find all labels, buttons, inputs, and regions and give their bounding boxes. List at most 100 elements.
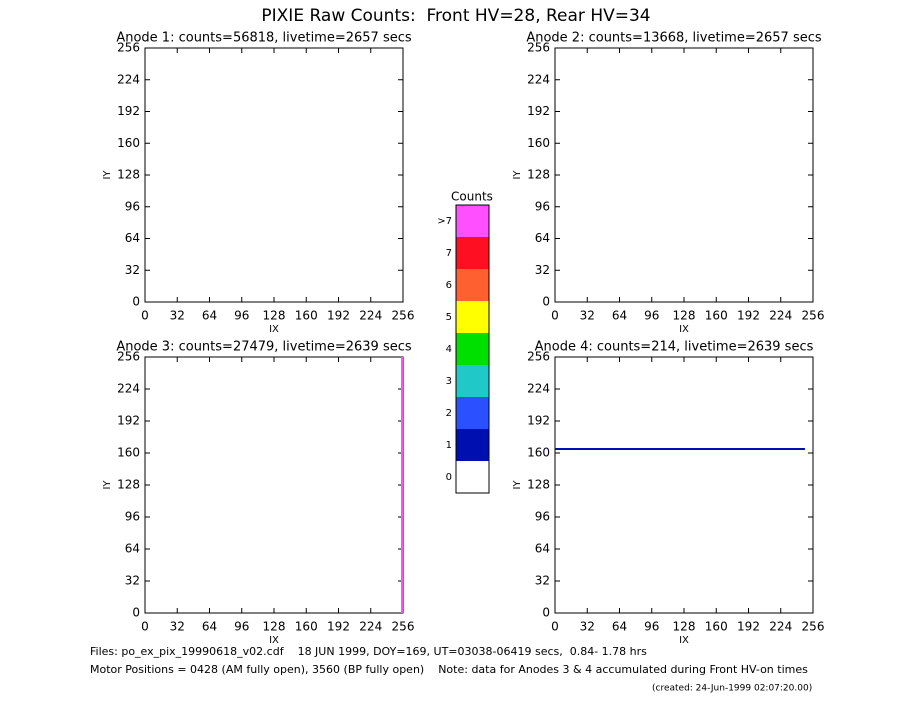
x-axis-label: IX	[679, 324, 689, 335]
x-tick-label: 32	[580, 309, 595, 323]
x-tick-label: 0	[141, 620, 149, 634]
colorbar-label: 2	[446, 408, 452, 419]
plot-frame	[144, 356, 404, 614]
colorbar-swatch	[456, 333, 489, 365]
colorbar-swatch	[456, 397, 489, 429]
panel-title: Anode 3: counts=27479, livetime=2639 sec…	[116, 340, 412, 355]
page-title: PIXIE Raw Counts: Front HV=28, Rear HV=3…	[261, 6, 650, 26]
x-tick-label: 224	[359, 620, 382, 634]
y-tick-label: 128	[117, 478, 140, 492]
y-axis-label: IY	[102, 480, 113, 490]
colorbar-label: >7	[437, 216, 452, 227]
y-tick-label: 96	[535, 199, 550, 213]
plot-frame	[554, 356, 814, 614]
y-tick-label: 160	[117, 136, 140, 150]
footer-motor: Motor Positions = 0428 (AM fully open), …	[90, 663, 808, 676]
y-tick-label: 224	[117, 382, 140, 396]
x-axis-label: IX	[269, 635, 279, 646]
footer-files: Files: po_ex_pix_19990618_v02.cdf 18 JUN…	[90, 645, 647, 658]
x-tick-label: 256	[802, 620, 825, 634]
colorbar-label: 1	[446, 440, 452, 451]
y-tick-label: 64	[535, 231, 550, 245]
plot-frame	[144, 47, 404, 303]
panel-title: Anode 2: counts=13668, livetime=2657 sec…	[526, 31, 822, 46]
y-tick-label: 160	[117, 446, 140, 460]
y-tick-label: 32	[535, 574, 550, 588]
colorbar-label: 0	[446, 472, 452, 483]
colorbar-label: 5	[446, 312, 452, 323]
x-tick-label: 32	[170, 620, 185, 634]
x-tick-label: 0	[551, 620, 559, 634]
colorbar-swatch	[456, 365, 489, 397]
x-tick-label: 64	[202, 620, 217, 634]
x-tick-label: 224	[359, 309, 382, 323]
y-tick-label: 0	[542, 606, 550, 620]
y-tick-label: 64	[125, 231, 140, 245]
colorbar-label: 7	[446, 248, 452, 259]
y-tick-label: 128	[527, 168, 550, 182]
x-tick-label: 128	[263, 309, 286, 323]
x-tick-label: 256	[392, 309, 415, 323]
x-tick-label: 32	[170, 309, 185, 323]
y-tick-label: 256	[117, 41, 140, 55]
x-tick-label: 128	[263, 620, 286, 634]
x-tick-label: 160	[295, 620, 318, 634]
y-tick-label: 0	[132, 606, 140, 620]
y-axis-label: IY	[512, 170, 523, 180]
x-tick-label: 0	[141, 309, 149, 323]
x-tick-label: 256	[392, 620, 415, 634]
y-tick-label: 0	[542, 295, 550, 309]
y-tick-label: 96	[125, 510, 140, 524]
colorbar-swatch	[456, 205, 489, 237]
x-tick-label: 96	[234, 620, 249, 634]
x-tick-label: 64	[612, 309, 627, 323]
x-tick-label: 128	[673, 620, 696, 634]
y-tick-label: 96	[125, 199, 140, 213]
colorbar-swatch	[456, 461, 489, 493]
y-tick-label: 224	[527, 382, 550, 396]
x-tick-label: 64	[612, 620, 627, 634]
x-tick-label: 192	[327, 620, 350, 634]
y-tick-label: 160	[527, 446, 550, 460]
x-tick-label: 160	[705, 309, 728, 323]
colorbar-swatch	[456, 429, 489, 461]
y-tick-label: 96	[535, 510, 550, 524]
colorbar-swatch	[456, 301, 489, 333]
x-tick-label: 224	[769, 620, 792, 634]
x-tick-label: 160	[705, 620, 728, 634]
x-tick-label: 192	[327, 309, 350, 323]
y-tick-label: 224	[527, 72, 550, 86]
y-tick-label: 256	[117, 350, 140, 364]
y-tick-label: 32	[535, 263, 550, 277]
x-tick-label: 96	[234, 309, 249, 323]
y-tick-label: 128	[527, 478, 550, 492]
colorbar-swatch	[456, 237, 489, 269]
y-tick-label: 160	[527, 136, 550, 150]
y-tick-label: 32	[125, 574, 140, 588]
x-tick-label: 32	[580, 620, 595, 634]
y-tick-label: 192	[527, 104, 550, 118]
x-tick-label: 64	[202, 309, 217, 323]
colorbar-frame	[455, 204, 490, 494]
x-axis-label: IX	[269, 324, 279, 335]
y-axis-label: IY	[512, 480, 523, 490]
y-tick-label: 256	[527, 350, 550, 364]
x-tick-label: 224	[769, 309, 792, 323]
y-tick-label: 192	[117, 414, 140, 428]
y-tick-label: 256	[527, 41, 550, 55]
x-axis-label: IX	[679, 635, 689, 646]
y-tick-label: 64	[535, 542, 550, 556]
x-tick-label: 160	[295, 309, 318, 323]
panel-title: Anode 4: counts=214, livetime=2639 secs	[535, 340, 814, 355]
x-tick-label: 0	[551, 309, 559, 323]
colorbar-title: Counts	[451, 190, 493, 204]
x-tick-label: 96	[644, 309, 659, 323]
panel-title: Anode 1: counts=56818, livetime=2657 sec…	[116, 31, 412, 46]
colorbar-label: 6	[446, 280, 452, 291]
footer-created: (created: 24-Jun-1999 02:07:20.00)	[652, 684, 812, 694]
x-tick-label: 256	[802, 309, 825, 323]
x-tick-label: 192	[737, 620, 760, 634]
plot-frame	[554, 47, 814, 303]
y-tick-label: 0	[132, 295, 140, 309]
